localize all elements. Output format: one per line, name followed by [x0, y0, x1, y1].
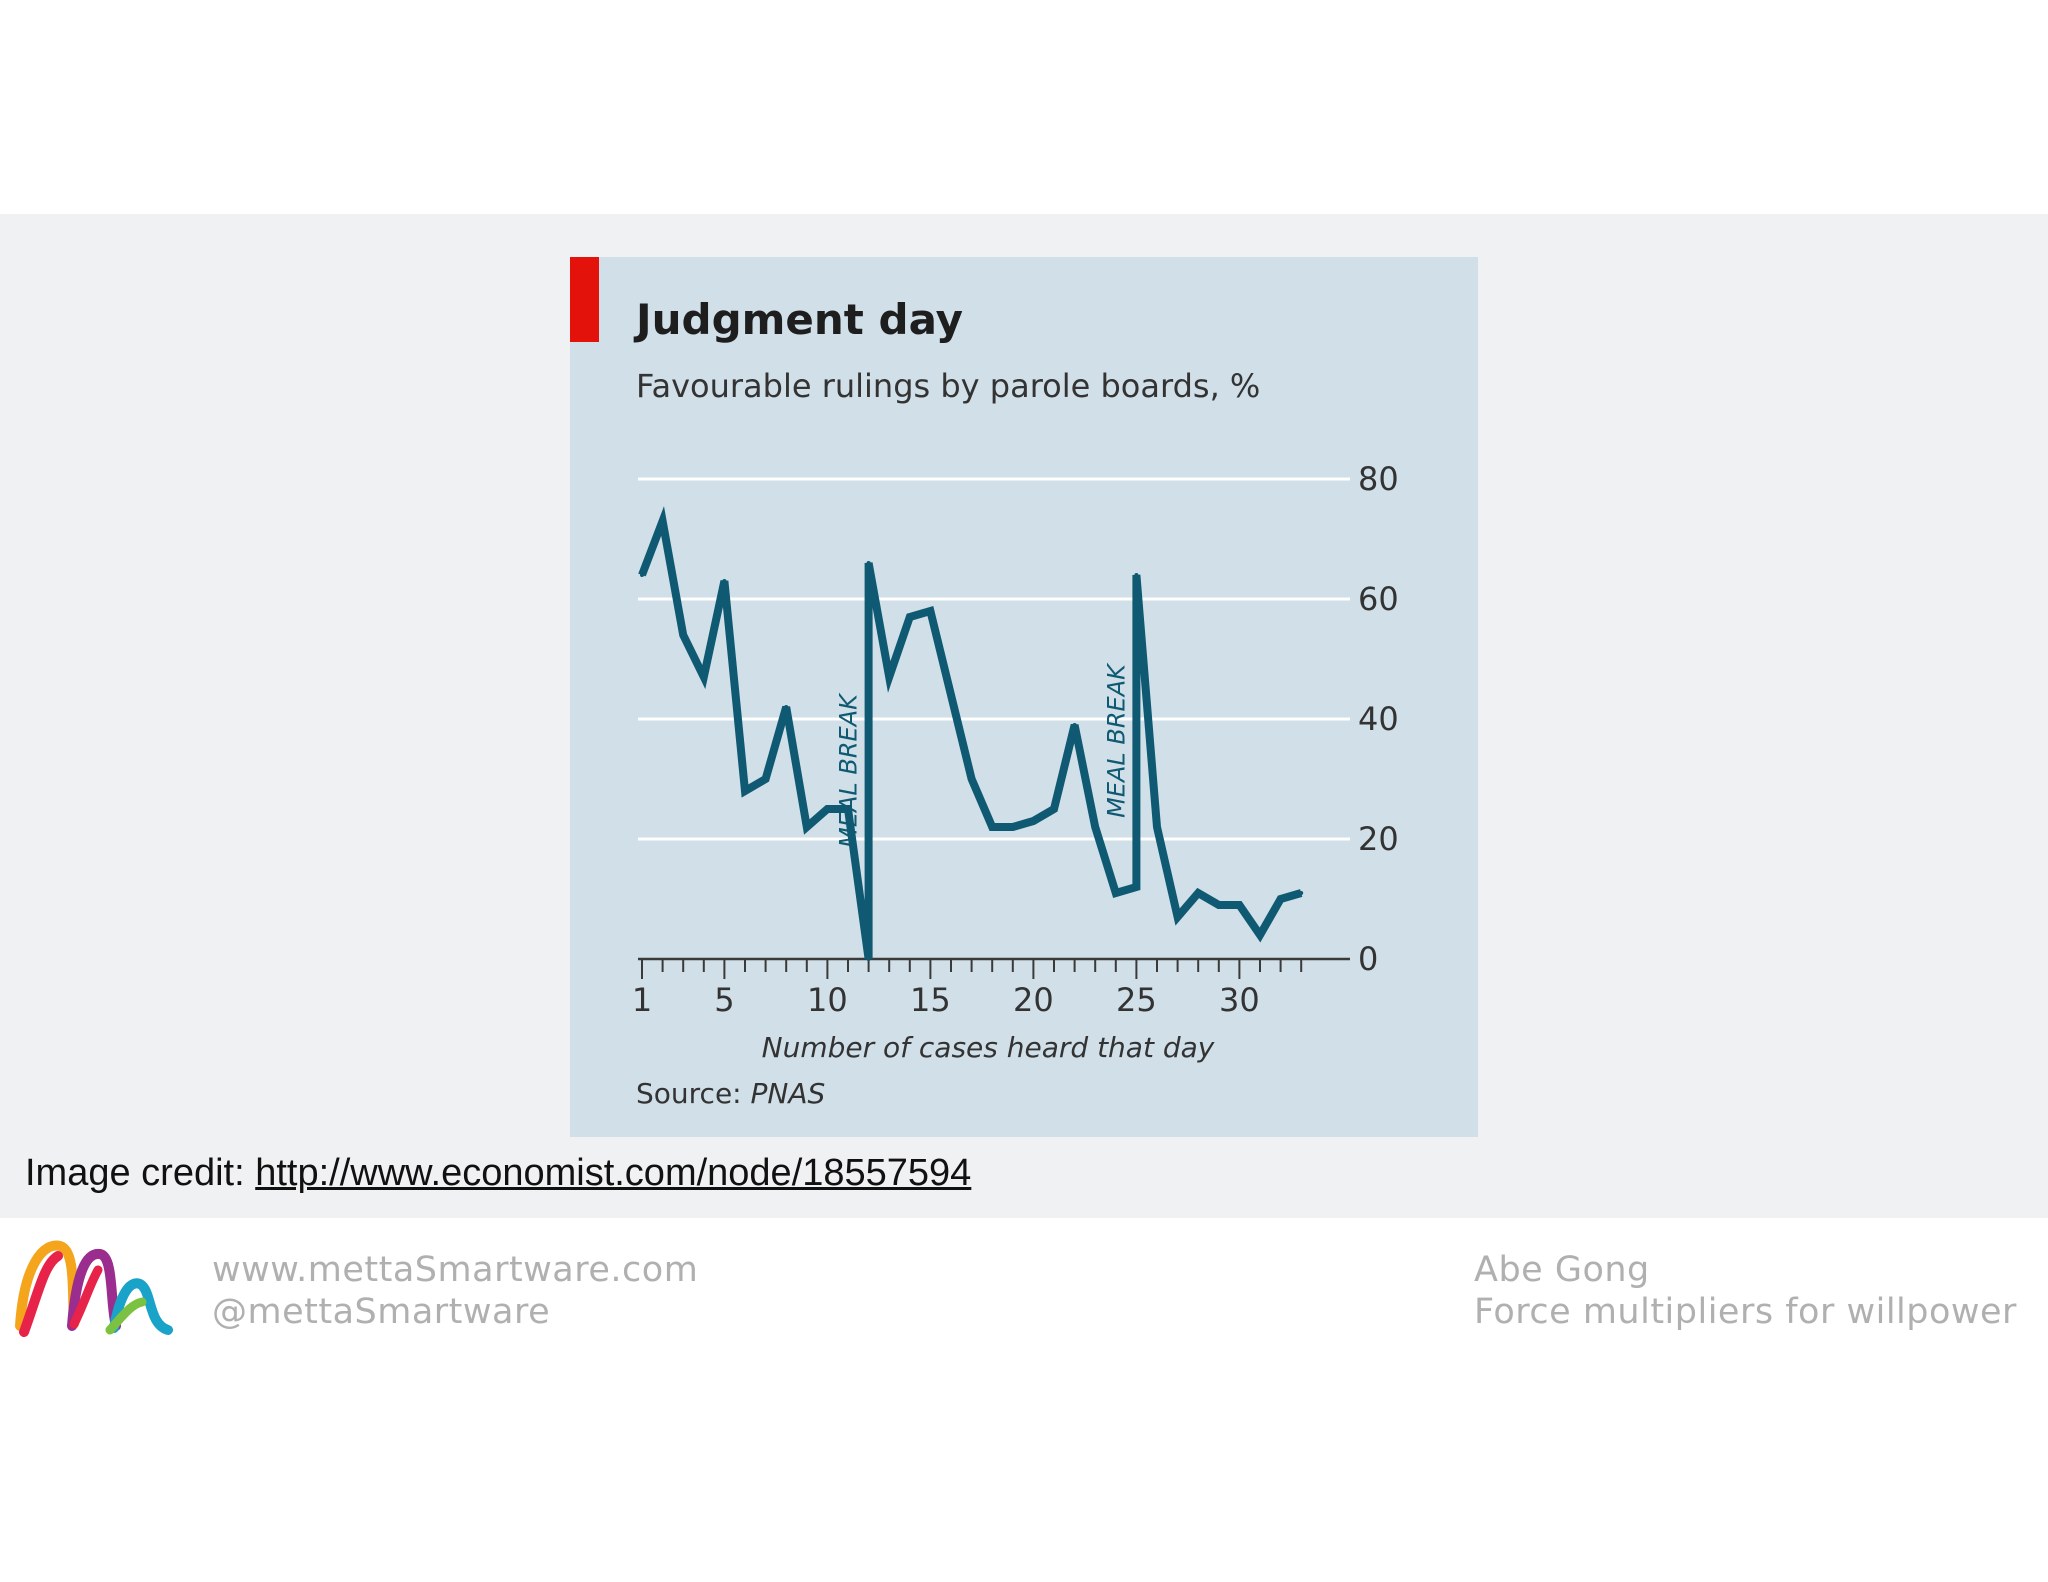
data-point-34 — [1278, 897, 1283, 901]
x-tick-label-20: 20 — [1013, 981, 1054, 1019]
data-point-33 — [1258, 933, 1262, 937]
x-axis-label: Number of cases heard that day — [762, 1031, 1215, 1064]
data-point-5 — [722, 579, 727, 583]
footer-tagline: Force multipliers for willpower — [1474, 1292, 2017, 1332]
data-point-12 — [866, 957, 871, 961]
data-point-3 — [681, 633, 686, 637]
data-point-2 — [660, 519, 665, 523]
red-tag-accent — [570, 257, 599, 342]
image-credit-link[interactable]: http://www.economist.com/node/18557594 — [255, 1152, 972, 1194]
data-point-18 — [969, 777, 974, 781]
chart-subtitle: Favourable rulings by parole boards, % — [636, 367, 1261, 405]
image-credit: Image credit: http://www.economist.com/n… — [25, 1152, 971, 1195]
data-point-29 — [1175, 915, 1180, 919]
metta-logo-icon — [15, 1240, 173, 1337]
data-point-25 — [1113, 891, 1118, 895]
data-point-14 — [887, 675, 892, 679]
x-tick-label-1: 1 — [632, 981, 652, 1019]
data-point-27 — [1134, 573, 1139, 577]
y-tick-label-60: 60 — [1358, 580, 1399, 618]
series-line-1 — [638, 506, 1303, 960]
data-point-20 — [1010, 825, 1015, 829]
data-point-15 — [907, 615, 912, 619]
x-tick-label-30: 30 — [1219, 981, 1260, 1019]
data-point-31 — [1216, 903, 1221, 907]
data-point-7 — [763, 777, 768, 781]
image-credit-prefix: Image credit: — [25, 1152, 256, 1194]
data-point-26 — [1134, 885, 1139, 889]
y-tick-label-80: 80 — [1358, 460, 1399, 498]
y-tick-label-0: 0 — [1358, 940, 1378, 978]
data-point-32 — [1237, 903, 1242, 907]
meal-break-label-2: MEAL BREAK — [1102, 662, 1130, 818]
footer-author: Abe Gong — [1474, 1250, 1650, 1290]
x-tick-label-15: 15 — [910, 981, 951, 1019]
chart-title: Judgment day — [636, 295, 963, 344]
y-tick-label-40: 40 — [1358, 700, 1399, 738]
data-point-13 — [866, 561, 871, 565]
data-point-4 — [701, 675, 706, 679]
data-point-16 — [928, 609, 933, 613]
data-point-11 — [846, 807, 850, 811]
data-point-8 — [784, 705, 789, 709]
data-point-17 — [949, 693, 953, 697]
data-point-9 — [804, 825, 809, 829]
data-point-1 — [640, 573, 644, 577]
data-point-10 — [825, 807, 830, 811]
x-tick-label-25: 25 — [1116, 981, 1157, 1019]
data-point-19 — [990, 825, 995, 829]
data-point-24 — [1093, 825, 1098, 829]
data-point-6 — [743, 789, 747, 793]
data-point-28 — [1155, 825, 1159, 829]
x-tick-label-10: 10 — [807, 981, 848, 1019]
footer-website: www.mettaSmartware.com — [212, 1250, 699, 1290]
data-point-21 — [1031, 819, 1036, 823]
data-point-35 — [1299, 891, 1304, 895]
source-prefix: Source: — [636, 1077, 751, 1110]
data-point-23 — [1072, 723, 1077, 727]
x-tick-label-5: 5 — [714, 981, 734, 1019]
y-tick-label-20: 20 — [1358, 820, 1399, 858]
data-point-22 — [1052, 807, 1056, 811]
source-name: PNAS — [750, 1077, 826, 1110]
chart-panel: Judgment day Favourable rulings by parol… — [570, 257, 1478, 1137]
data-point-30 — [1196, 891, 1201, 895]
source-label: Source: PNAS — [636, 1077, 825, 1110]
footer-handle: @mettaSmartware — [212, 1292, 551, 1332]
